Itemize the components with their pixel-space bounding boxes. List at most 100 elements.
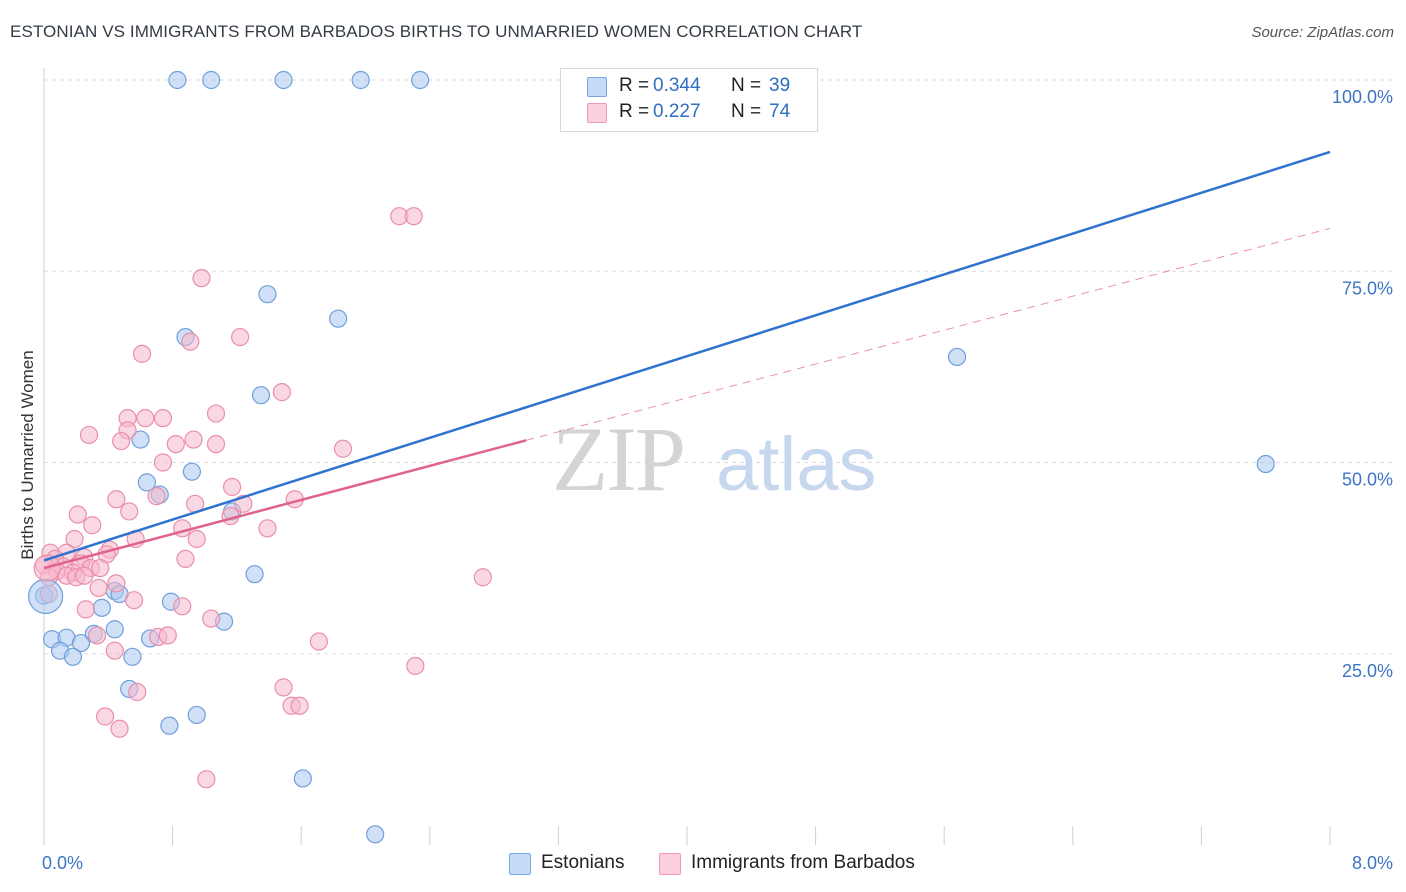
point-barbados xyxy=(147,487,166,506)
point-barbados xyxy=(91,558,110,578)
legend-swatch-estonians xyxy=(587,77,607,97)
x-tick-label: 0.0% xyxy=(42,853,83,873)
point-barbados xyxy=(153,453,173,472)
point-estonians xyxy=(251,386,271,405)
point-estonians xyxy=(168,70,187,90)
point-barbados xyxy=(173,597,192,616)
point-barbados xyxy=(79,425,99,445)
point-barbados xyxy=(166,435,185,454)
point-estonians xyxy=(71,633,91,653)
legend-swatch-barbados xyxy=(587,103,607,123)
point-estonians xyxy=(92,598,111,617)
point-barbados xyxy=(206,435,226,454)
point-estonians xyxy=(1256,454,1275,474)
point-barbados xyxy=(258,519,277,538)
trend-line-estonians xyxy=(43,150,1331,562)
watermark-atlas: atlas xyxy=(716,422,877,507)
point-barbados xyxy=(222,477,242,497)
legend-r-label: R = xyxy=(619,101,650,122)
point-barbados xyxy=(184,430,203,449)
point-barbados xyxy=(187,529,206,549)
point-barbados xyxy=(68,505,87,524)
point-estonians xyxy=(293,769,312,788)
grid-layer xyxy=(44,79,1392,655)
point-barbados xyxy=(181,332,200,351)
point-estonians xyxy=(411,70,430,90)
tick-label-layer: 25.0% 50.0% 75.0% 100.0% 0.0% 8.0% xyxy=(42,87,1393,873)
point-barbados xyxy=(192,269,211,288)
point-estonians xyxy=(274,70,293,90)
bottom-legend-label-barbados: Immigrants from Barbados xyxy=(691,852,915,873)
point-barbados xyxy=(158,626,177,645)
point-barbados xyxy=(83,516,102,535)
legend-n-value: 74 xyxy=(769,101,791,122)
point-estonians xyxy=(123,647,142,666)
point-estonians xyxy=(160,716,179,735)
point-estonians xyxy=(202,70,221,90)
point-barbados xyxy=(290,696,309,715)
point-barbados xyxy=(112,431,131,451)
point-estonians xyxy=(131,430,150,449)
point-barbados xyxy=(333,439,353,458)
point-estonians xyxy=(245,565,264,584)
point-barbados xyxy=(75,566,94,585)
legend-r-label: R = xyxy=(619,75,650,96)
point-barbados xyxy=(153,409,173,428)
point-barbados xyxy=(107,490,126,509)
y-tick-label: 100.0% xyxy=(1332,87,1393,107)
stats-legend: R = 0.344 N = 39 R = 0.227 N = 74 xyxy=(560,68,818,132)
y-tick-label: 50.0% xyxy=(1342,470,1393,490)
legend-n-label: N = xyxy=(731,101,762,122)
point-barbados xyxy=(105,641,124,660)
point-barbados xyxy=(65,529,84,549)
point-estonians xyxy=(105,620,124,639)
point-estonians xyxy=(351,70,370,90)
x-tick-label: 8.0% xyxy=(1352,853,1393,873)
point-estonians xyxy=(947,347,967,367)
point-barbados xyxy=(89,578,108,598)
point-estonians xyxy=(63,647,83,666)
point-barbados xyxy=(202,609,221,628)
point-estonians xyxy=(137,473,156,492)
point-barbados xyxy=(132,344,152,363)
point-barbados xyxy=(274,678,293,697)
bottom-legend-swatch-barbados xyxy=(659,853,681,875)
point-barbados xyxy=(120,502,139,521)
trend-line-barbados xyxy=(43,439,527,570)
point-barbados xyxy=(110,719,129,738)
legend-n-value: 39 xyxy=(769,75,791,96)
y-tick-label: 25.0% xyxy=(1342,661,1393,681)
legend-n-label: N = xyxy=(731,75,762,96)
point-estonians xyxy=(329,309,348,328)
point-barbados xyxy=(107,574,126,593)
point-estonians xyxy=(28,578,64,614)
trend-layer xyxy=(43,150,1331,570)
point-barbados xyxy=(404,207,423,226)
point-estonians xyxy=(187,705,206,725)
legend-r-value: 0.227 xyxy=(653,101,701,122)
watermark-zip: ZIP xyxy=(552,408,684,510)
point-barbados xyxy=(231,327,250,347)
point-barbados xyxy=(95,707,115,726)
point-barbados xyxy=(473,568,492,587)
point-barbados xyxy=(197,770,216,789)
point-barbados xyxy=(76,600,95,619)
point-barbados xyxy=(406,656,425,676)
point-barbados xyxy=(136,409,155,428)
point-barbados xyxy=(309,632,328,651)
point-barbados xyxy=(272,383,292,402)
point-barbados xyxy=(128,682,147,702)
axis-layer xyxy=(43,68,1331,845)
trend-line-barbados-extension xyxy=(526,227,1331,441)
chart-title: ESTONIAN VS IMMIGRANTS FROM BARBADOS BIR… xyxy=(10,22,863,41)
point-barbados xyxy=(124,591,144,610)
bottom-legend-swatch-estonians xyxy=(509,853,531,875)
point-estonians xyxy=(258,285,277,304)
bottom-legend-label-estonians: Estonians xyxy=(541,852,625,873)
legend-r-value: 0.344 xyxy=(653,75,701,96)
point-estonians xyxy=(366,825,385,844)
point-barbados xyxy=(176,549,195,568)
watermark: ZIP atlas xyxy=(552,408,877,510)
y-tick-label: 75.0% xyxy=(1342,278,1393,298)
